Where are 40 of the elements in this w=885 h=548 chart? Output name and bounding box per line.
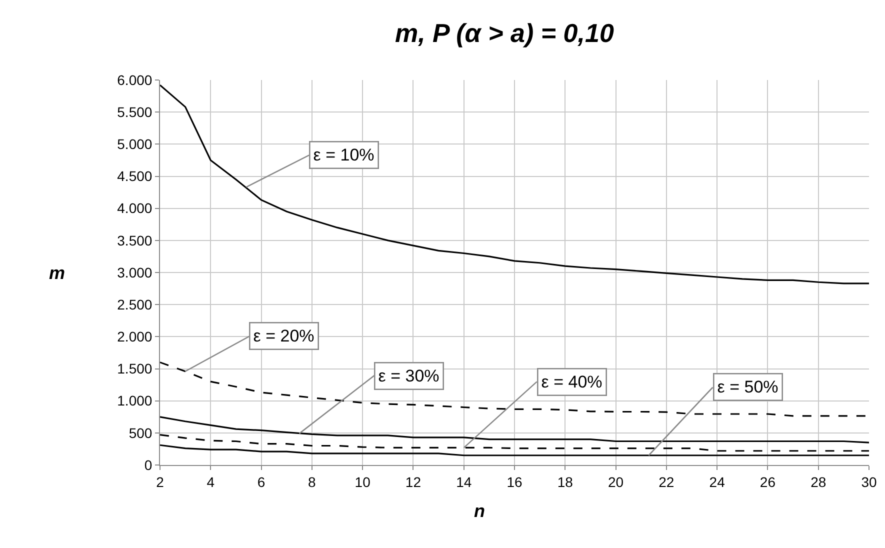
- line-series: [160, 84, 869, 284]
- y-tick-label: 6.000: [117, 72, 152, 88]
- x-tick-label: 18: [557, 474, 574, 490]
- annotation: ε = 20%: [253, 326, 314, 346]
- x-tick-label: 8: [308, 474, 316, 490]
- y-tick-label: 3.500: [117, 232, 152, 248]
- x-tick-label: 30: [861, 474, 877, 490]
- x-tick-label: 22: [658, 474, 674, 490]
- x-tick-label: 28: [810, 474, 826, 490]
- y-tick-label: 4.000: [117, 200, 152, 216]
- line-series: [160, 444, 869, 456]
- annotation: ε = 50%: [717, 377, 778, 396]
- x-tick-label: 4: [206, 474, 215, 490]
- chart-title: m, P (α > a) = 0,10: [394, 18, 614, 48]
- annotation: ε = 30%: [378, 366, 440, 386]
- x-tick-label: 20: [608, 474, 624, 490]
- y-axis-title: m: [49, 263, 66, 283]
- y-tick-label: 0: [144, 456, 152, 473]
- y-tick-label: 5.000: [117, 136, 152, 152]
- line-series: [160, 434, 869, 452]
- annotation: ε = 40%: [541, 372, 602, 392]
- x-tick-label: 10: [354, 474, 371, 490]
- x-tick-label: 2: [156, 474, 164, 490]
- x-tick-label: 24: [709, 474, 726, 490]
- y-tick-label: 5.500: [117, 104, 152, 120]
- x-axis-title: n: [474, 501, 485, 521]
- annotation: ε = 10%: [313, 145, 374, 164]
- x-tick-label: 12: [405, 474, 422, 490]
- y-tick-label: 4.500: [117, 168, 152, 184]
- y-tick-label: 3.000: [117, 264, 152, 280]
- y-tick-label: 1.000: [117, 392, 152, 409]
- y-tick-label: 500: [128, 424, 152, 441]
- x-tick-label: 26: [760, 474, 776, 490]
- y-tick-label: 1.500: [117, 360, 152, 377]
- y-tick-label: 2.500: [117, 296, 152, 312]
- line-series: [160, 416, 869, 444]
- x-tick-label: 14: [456, 474, 472, 490]
- x-tick-label: 6: [257, 474, 266, 490]
- y-tick-label: 2.000: [117, 328, 152, 345]
- x-tick-label: 16: [506, 474, 522, 490]
